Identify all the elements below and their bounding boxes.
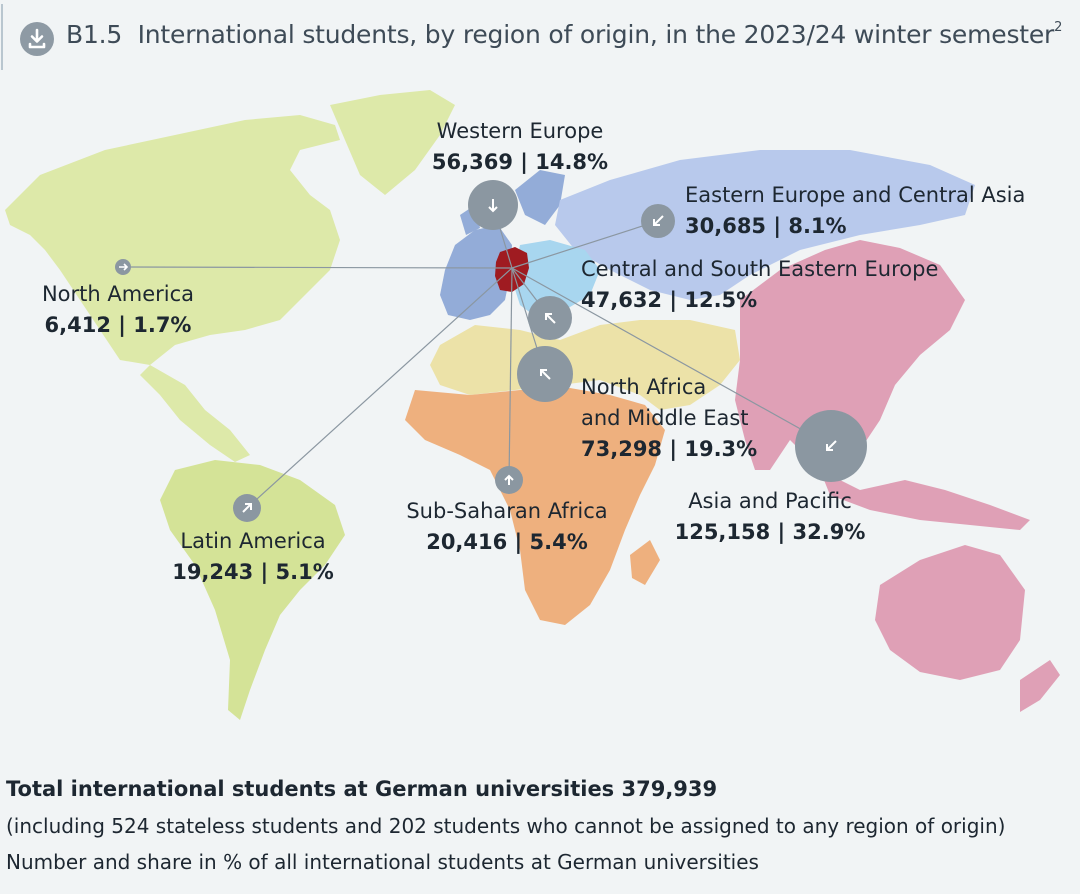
bubble-north-america[interactable] <box>115 259 131 275</box>
label-sub-saharan-africa: Sub-Saharan Africa 20,416 | 5.4% <box>392 496 622 558</box>
label-western-europe: Western Europe 56,369 | 14.8% <box>420 116 620 178</box>
region-share: 8.1% <box>788 214 847 238</box>
region-name: Western Europe <box>436 119 604 143</box>
region-value: 19,243 <box>172 560 254 584</box>
figure-footer: Total international students at German u… <box>6 770 1078 880</box>
region-name: Latin America <box>180 529 326 553</box>
region-share: 5.4% <box>529 530 588 554</box>
region-value: 125,158 <box>674 520 771 544</box>
region-sub-saharan-africa <box>405 388 665 625</box>
region-eastern-europe-central-asia <box>555 150 975 300</box>
label-central-south-eastern-europe: Central and South Eastern Europe 47,632 … <box>581 254 938 316</box>
region-figure: 6,412 | 1.7% <box>44 313 192 337</box>
region-share: 32.9% <box>792 520 866 544</box>
region-asia-pacific <box>735 240 1060 712</box>
bubble-sub-saharan-africa[interactable] <box>495 466 523 494</box>
download-icon <box>28 28 46 49</box>
region-share: 14.8% <box>535 150 609 174</box>
region-figure: 30,685 | 8.1% <box>685 214 847 238</box>
region-north-africa-middle-east <box>430 320 740 410</box>
total-note: (including 524 stateless students and 20… <box>6 814 1006 838</box>
region-name: Eastern Europe and Central Asia <box>685 183 1026 207</box>
region-name-line2: and Middle East <box>581 406 749 430</box>
region-value: 56,369 <box>431 150 513 174</box>
region-north-america <box>5 90 455 462</box>
region-figure: 125,158 | 32.9% <box>674 520 866 544</box>
figure-caption: Number and share in % of all internation… <box>6 850 759 874</box>
label-eastern-europe-central-asia: Eastern Europe and Central Asia 30,685 |… <box>685 180 1025 242</box>
bubble-asia-pacific[interactable] <box>795 410 867 482</box>
total-students: Total international students at German u… <box>6 777 718 801</box>
region-name: North America <box>41 282 195 306</box>
label-latin-america: Latin America 19,243 | 5.1% <box>163 526 343 588</box>
figure-title: B1.5 International students, by region o… <box>66 20 1062 49</box>
region-figure: 20,416 | 5.4% <box>426 530 588 554</box>
region-central-south-eastern-europe <box>512 240 600 320</box>
region-figure: 47,632 | 12.5% <box>581 288 758 312</box>
header-rule <box>1 4 3 70</box>
footnote-marker: 2 <box>1054 20 1063 35</box>
figure-title-text: International students, by region of ori… <box>137 20 1055 49</box>
region-name: Central and South Eastern Europe <box>581 257 939 281</box>
figure-id: B1.5 <box>66 20 123 49</box>
bubble-central-south-eastern-europe[interactable] <box>528 296 572 340</box>
region-figure: 56,369 | 14.8% <box>431 150 609 174</box>
bubble-eastern-europe-central-asia[interactable] <box>641 204 675 238</box>
region-figure: 73,298 | 19.3% <box>581 437 758 461</box>
bubble-latin-america[interactable] <box>233 494 261 522</box>
connector-lines <box>122 204 832 509</box>
download-button[interactable] <box>20 22 54 56</box>
region-figure: 19,243 | 5.1% <box>172 560 334 584</box>
region-western-europe <box>440 170 565 320</box>
region-share: 5.1% <box>275 560 334 584</box>
region-share: 1.7% <box>133 313 192 337</box>
region-share: 19.3% <box>684 437 758 461</box>
region-value: 20,416 <box>426 530 508 554</box>
region-name: Asia and Pacific <box>688 489 852 513</box>
region-value: 47,632 <box>581 288 663 312</box>
region-share: 12.5% <box>684 288 758 312</box>
label-asia-pacific: Asia and Pacific 125,158 | 32.9% <box>670 486 870 548</box>
region-value: 73,298 <box>581 437 663 461</box>
bubble-north-africa-middle-east[interactable] <box>517 346 573 402</box>
world-map <box>5 90 1060 720</box>
region-value: 6,412 <box>44 313 111 337</box>
region-name-line1: North Africa <box>581 375 707 399</box>
region-latin-america <box>160 460 345 720</box>
label-north-africa-middle-east: North Africa and Middle East 73,298 | 19… <box>581 372 757 465</box>
figure-header: B1.5 International students, by region o… <box>0 0 1080 72</box>
label-north-america: North America 6,412 | 1.7% <box>28 279 208 341</box>
bubble-western-europe[interactable] <box>468 180 518 230</box>
region-name: Sub-Saharan Africa <box>406 499 608 523</box>
region-value: 30,685 <box>685 214 767 238</box>
